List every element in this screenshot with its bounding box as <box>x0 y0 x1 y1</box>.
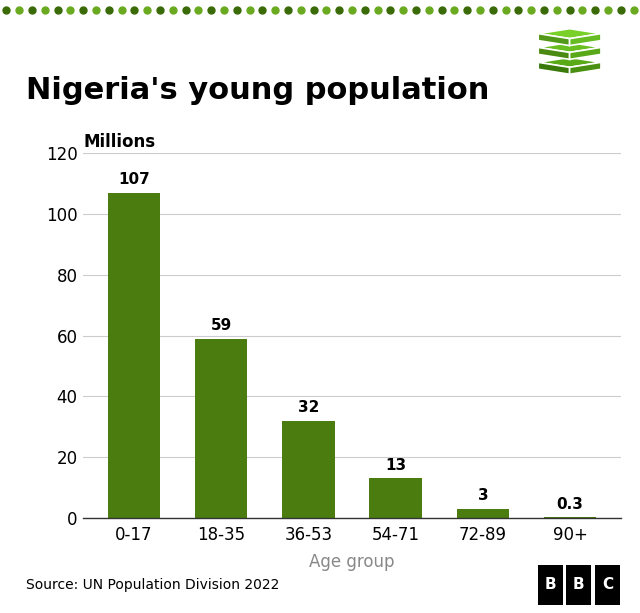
Bar <box>595 565 620 604</box>
Bar <box>457 509 509 518</box>
Polygon shape <box>538 58 601 67</box>
Polygon shape <box>538 29 601 39</box>
X-axis label: Age group: Age group <box>309 553 395 571</box>
Polygon shape <box>538 63 570 74</box>
Text: Source: UN Population Division 2022: Source: UN Population Division 2022 <box>26 578 279 592</box>
Bar <box>282 421 335 518</box>
Bar <box>108 192 160 518</box>
Text: C: C <box>602 577 613 592</box>
Text: 32: 32 <box>298 400 319 415</box>
Text: Nigeria's young population: Nigeria's young population <box>26 77 489 105</box>
Text: 0.3: 0.3 <box>557 497 584 512</box>
Bar <box>538 565 563 604</box>
Bar <box>369 479 422 518</box>
Bar <box>195 338 247 518</box>
Text: Millions: Millions <box>83 133 156 151</box>
Polygon shape <box>570 47 601 59</box>
Polygon shape <box>538 47 570 59</box>
Polygon shape <box>570 63 601 74</box>
Text: 107: 107 <box>118 172 150 188</box>
Text: B: B <box>573 577 584 592</box>
Polygon shape <box>570 34 601 45</box>
Text: 13: 13 <box>385 458 406 473</box>
Polygon shape <box>538 34 570 45</box>
Text: 3: 3 <box>477 489 488 503</box>
Bar <box>544 517 596 518</box>
Text: B: B <box>545 577 556 592</box>
Bar <box>566 565 591 604</box>
Text: 59: 59 <box>211 318 232 333</box>
Polygon shape <box>538 42 601 53</box>
